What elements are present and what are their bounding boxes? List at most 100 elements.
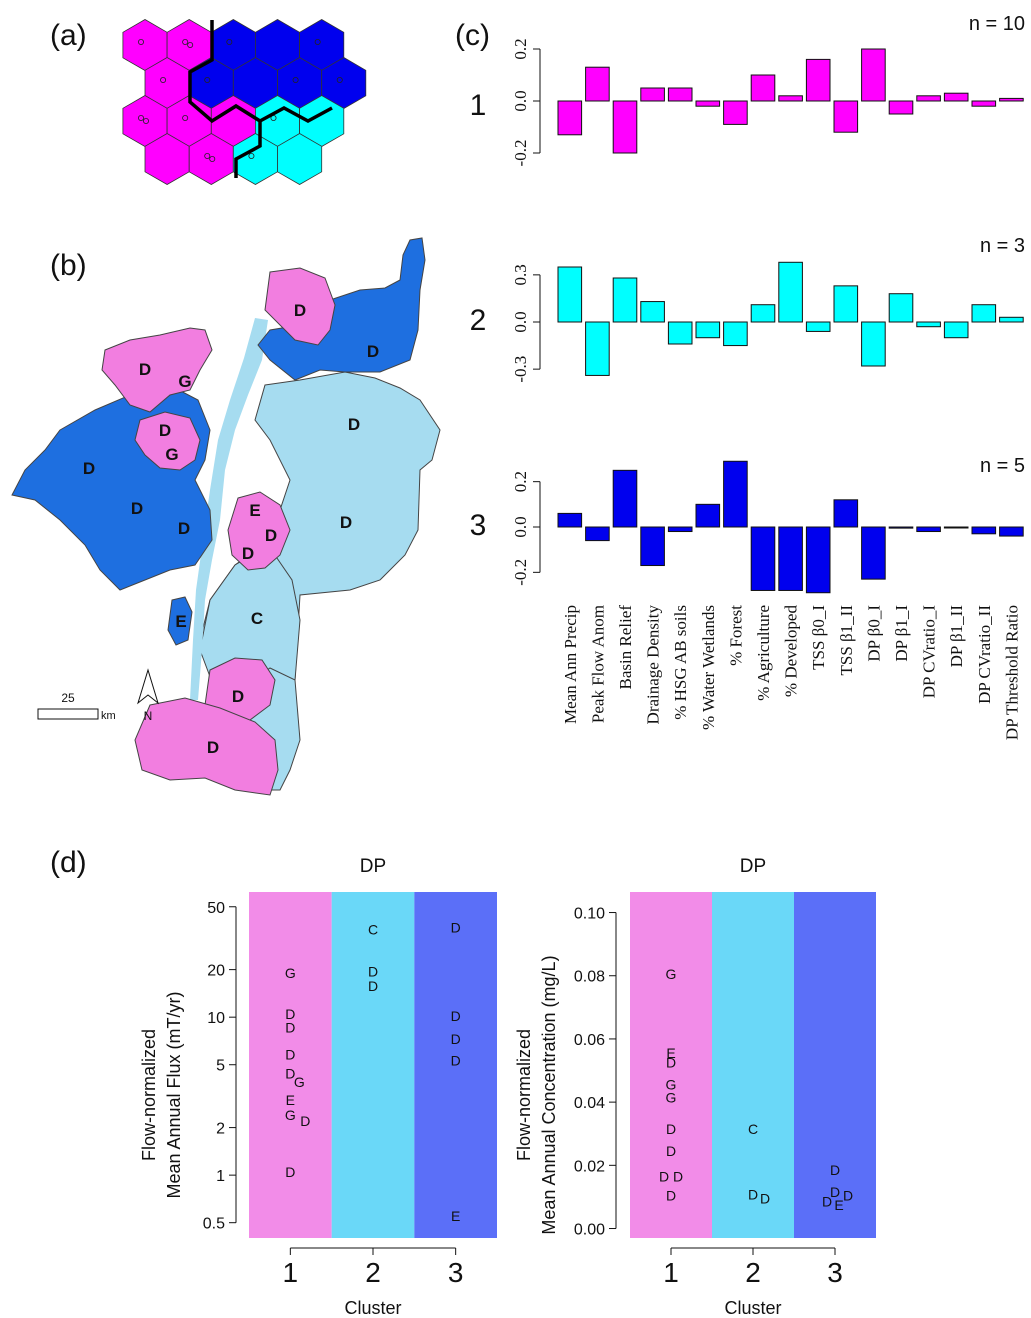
dot-plot-x-tick-label: 1 bbox=[663, 1257, 679, 1288]
som-node-marker bbox=[137, 115, 144, 122]
bar-chart-y-tick-label: 0.0 bbox=[511, 90, 530, 111]
som-node-marker bbox=[226, 39, 233, 46]
map-region-pink-central bbox=[227, 491, 291, 571]
bar bbox=[750, 74, 776, 102]
dot-plot-x-label: Cluster bbox=[724, 1298, 781, 1318]
bar bbox=[805, 526, 831, 594]
bar-chart-category-label: DP β1_II bbox=[947, 605, 966, 668]
bar bbox=[778, 95, 803, 102]
som-node-marker bbox=[314, 39, 321, 46]
dot-plot-point-label: D bbox=[285, 1047, 295, 1063]
bar bbox=[888, 293, 914, 323]
dot-plot-point-label: D bbox=[748, 1186, 758, 1202]
dot-plot-y-label: Mean Annual Flux (mT/yr) bbox=[164, 991, 184, 1198]
cluster-boundary bbox=[188, 20, 214, 85]
dot-plot-point-label: D bbox=[822, 1194, 832, 1210]
dot-plot-x-label: Cluster bbox=[344, 1298, 401, 1318]
bar bbox=[833, 285, 859, 323]
bar bbox=[778, 526, 803, 591]
cluster-background-band bbox=[414, 892, 497, 1238]
bar-chart-cluster-number: 3 bbox=[470, 509, 487, 542]
bar bbox=[585, 526, 610, 542]
som-node-marker bbox=[187, 42, 194, 49]
bar bbox=[612, 469, 638, 528]
panel-b-label: (b) bbox=[50, 249, 87, 282]
map-label: D bbox=[131, 499, 143, 518]
scale-bar-unit: km bbox=[101, 710, 116, 722]
bar-chart-category-label: % Forest bbox=[726, 605, 745, 666]
bar bbox=[861, 48, 886, 102]
panel-d-label: (d) bbox=[50, 846, 87, 879]
cluster-background-band bbox=[331, 892, 415, 1238]
bar bbox=[943, 92, 969, 102]
dot-plot-y-tick-label: 2 bbox=[216, 1121, 225, 1138]
som-node-marker bbox=[209, 155, 216, 162]
bar bbox=[999, 97, 1024, 102]
dot-plot-point-label: E bbox=[666, 1045, 675, 1061]
bar-chart-category-label: DP β1_I bbox=[892, 605, 911, 662]
bar-chart-category-label: DP Threshold Ratio bbox=[1002, 605, 1021, 740]
map-label: D bbox=[242, 544, 254, 563]
dot-plot-point-label: D bbox=[666, 1143, 676, 1159]
dot-plot-point-label: G bbox=[285, 1107, 296, 1123]
bar bbox=[723, 460, 748, 528]
map-label: D bbox=[139, 360, 151, 379]
lake-champlain bbox=[190, 318, 268, 700]
dot-plot-point-label: G bbox=[666, 1089, 677, 1105]
dot-plot-point-label: G bbox=[294, 1074, 305, 1090]
som-node-marker bbox=[204, 77, 211, 84]
dot-plot-point-label: E bbox=[834, 1197, 843, 1213]
bar bbox=[916, 526, 941, 533]
bar-chart-y-tick-label: 0.2 bbox=[511, 38, 530, 59]
som-hexagon-grid bbox=[122, 19, 367, 185]
dot-plot-x-tick-label: 3 bbox=[827, 1257, 843, 1288]
cluster-boundary bbox=[188, 85, 262, 178]
bar bbox=[695, 100, 721, 107]
dot-plot-point-label: D bbox=[830, 1184, 840, 1200]
dot-plot-point-label: D bbox=[760, 1191, 770, 1207]
dot-plot-y-tick-label: 0.04 bbox=[574, 1095, 605, 1112]
panel-a-label: (a) bbox=[50, 19, 87, 52]
bar-chart-y-tick-label: 0.2 bbox=[511, 471, 530, 492]
bar-chart-category-label: TSS β0_I bbox=[809, 605, 828, 670]
som-node-marker bbox=[182, 115, 189, 122]
bar-chart-y-tick-label: -0.2 bbox=[511, 140, 530, 167]
panel-c-label: (c) bbox=[455, 19, 490, 52]
dot-plot-point-label: D bbox=[830, 1162, 840, 1178]
dot-plot-point-label: C bbox=[368, 921, 378, 937]
bar bbox=[778, 261, 803, 323]
dot-plot-y-label: Flow-normalized bbox=[139, 1029, 159, 1161]
bar bbox=[723, 100, 748, 125]
bar bbox=[999, 316, 1024, 323]
map-label: C bbox=[251, 609, 263, 628]
som-node-marker bbox=[182, 39, 189, 46]
bar bbox=[861, 321, 886, 367]
map-label: D bbox=[159, 421, 171, 440]
dot-plot-point-label: C bbox=[748, 1121, 758, 1137]
bar-chart-cluster-number: 1 bbox=[470, 89, 487, 122]
map-label: D bbox=[348, 415, 360, 434]
bar bbox=[640, 526, 665, 567]
dot-plot-point-label: D bbox=[300, 1113, 310, 1129]
dot-plot-y-tick-label: 0.5 bbox=[203, 1216, 225, 1233]
map-region-pink-s2 bbox=[134, 697, 279, 796]
dot-plot-point-label: E bbox=[451, 1208, 460, 1224]
som-node-marker bbox=[204, 152, 211, 159]
scale-bar bbox=[37, 708, 99, 720]
bar-chart-n-label: n = 5 bbox=[980, 455, 1025, 477]
bar bbox=[695, 321, 721, 339]
dot-plot-y-tick-label: 0.02 bbox=[574, 1158, 605, 1175]
bar bbox=[916, 321, 941, 328]
map-label: D bbox=[83, 459, 95, 478]
bar bbox=[723, 321, 748, 347]
dot-plot-title: DP bbox=[740, 856, 766, 877]
bar bbox=[861, 526, 886, 580]
dot-plot-point-label: D bbox=[285, 1006, 295, 1022]
som-node-marker bbox=[160, 77, 167, 84]
watershed-map: D D D G D D G D D D E D D D E C D D 25 k… bbox=[11, 237, 441, 796]
dot-plot-x-tick-label: 2 bbox=[365, 1257, 381, 1288]
dot-plot-x-tick-label: 3 bbox=[448, 1257, 464, 1288]
bar-chart-y-tick-label: -0.2 bbox=[511, 559, 530, 586]
